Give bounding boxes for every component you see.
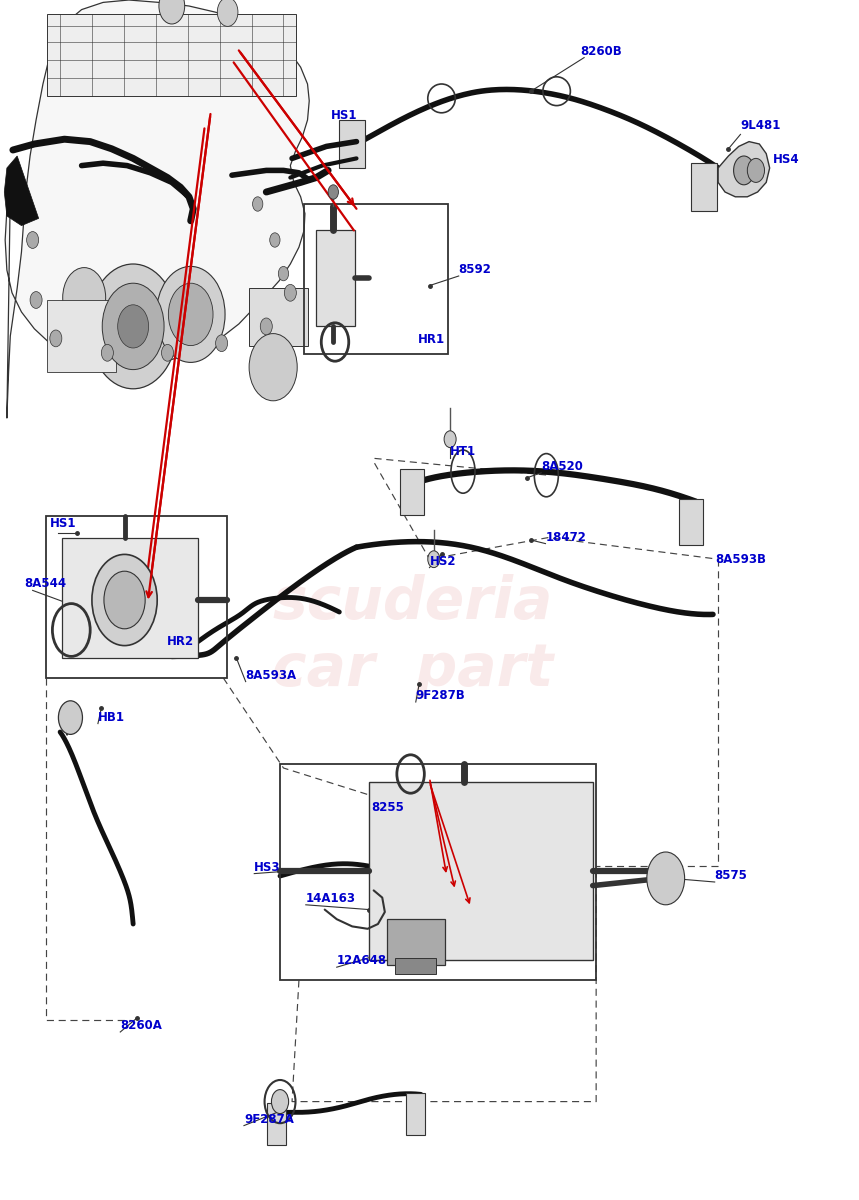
Circle shape bbox=[30, 292, 42, 308]
Circle shape bbox=[270, 233, 280, 247]
Text: HS2: HS2 bbox=[430, 554, 456, 568]
Bar bbox=[47, 300, 116, 372]
Bar bbox=[369, 782, 593, 960]
Text: 9F287B: 9F287B bbox=[416, 689, 466, 702]
Bar bbox=[316, 230, 355, 326]
Circle shape bbox=[253, 197, 263, 211]
Circle shape bbox=[88, 264, 178, 389]
Circle shape bbox=[168, 283, 213, 346]
Circle shape bbox=[284, 284, 296, 301]
Circle shape bbox=[747, 158, 765, 182]
Bar bbox=[47, 14, 296, 96]
Bar bbox=[387, 919, 445, 965]
Circle shape bbox=[104, 571, 145, 629]
Polygon shape bbox=[4, 156, 39, 226]
Text: 8A593A: 8A593A bbox=[246, 668, 297, 682]
Text: HT1: HT1 bbox=[450, 445, 476, 458]
Circle shape bbox=[734, 156, 754, 185]
Circle shape bbox=[328, 185, 338, 199]
Circle shape bbox=[63, 268, 106, 328]
Text: 12A648: 12A648 bbox=[337, 954, 387, 967]
Circle shape bbox=[101, 344, 113, 361]
Bar bbox=[46, 516, 227, 678]
Text: HS4: HS4 bbox=[773, 152, 800, 166]
Text: 8A520: 8A520 bbox=[541, 460, 583, 473]
Circle shape bbox=[92, 554, 157, 646]
Bar bbox=[400, 469, 424, 515]
Bar bbox=[267, 1104, 286, 1145]
Text: 14A163: 14A163 bbox=[306, 892, 356, 905]
Bar bbox=[249, 288, 308, 346]
Circle shape bbox=[271, 1090, 289, 1114]
Text: HR2: HR2 bbox=[167, 635, 194, 648]
Bar bbox=[395, 958, 436, 974]
Circle shape bbox=[161, 344, 174, 361]
Bar bbox=[339, 120, 365, 168]
Circle shape bbox=[260, 318, 272, 335]
Text: 9F287A: 9F287A bbox=[244, 1112, 294, 1126]
Text: 8A544: 8A544 bbox=[24, 577, 66, 590]
Circle shape bbox=[27, 232, 39, 248]
Text: 9L481: 9L481 bbox=[740, 119, 781, 132]
Circle shape bbox=[118, 305, 149, 348]
Bar bbox=[62, 538, 198, 658]
Text: HS1: HS1 bbox=[331, 109, 357, 122]
Circle shape bbox=[58, 701, 82, 734]
Text: 8A593B: 8A593B bbox=[716, 553, 766, 566]
Polygon shape bbox=[718, 142, 770, 197]
Text: HS3: HS3 bbox=[254, 860, 281, 874]
Circle shape bbox=[102, 283, 164, 370]
Circle shape bbox=[216, 335, 228, 352]
Text: 8592: 8592 bbox=[459, 263, 491, 276]
Circle shape bbox=[159, 0, 185, 24]
Circle shape bbox=[50, 330, 62, 347]
Text: HR1: HR1 bbox=[418, 332, 446, 346]
Text: 8260A: 8260A bbox=[120, 1019, 162, 1032]
Circle shape bbox=[647, 852, 685, 905]
Bar bbox=[691, 163, 717, 211]
Bar bbox=[280, 764, 596, 980]
Text: scuderia
car  part: scuderia car part bbox=[271, 575, 553, 697]
Circle shape bbox=[217, 0, 238, 26]
Circle shape bbox=[249, 334, 297, 401]
Circle shape bbox=[428, 551, 440, 568]
Bar bbox=[679, 499, 703, 545]
Text: HS1: HS1 bbox=[50, 517, 76, 530]
Circle shape bbox=[278, 266, 289, 281]
Text: 8575: 8575 bbox=[715, 869, 747, 882]
Text: 18472: 18472 bbox=[545, 530, 587, 544]
Text: 8260B: 8260B bbox=[580, 44, 622, 58]
Circle shape bbox=[444, 431, 456, 448]
Bar bbox=[304, 204, 448, 354]
Bar bbox=[406, 1092, 425, 1135]
Text: HB1: HB1 bbox=[98, 710, 125, 724]
Text: 8255: 8255 bbox=[371, 800, 404, 814]
Polygon shape bbox=[5, 0, 309, 418]
Circle shape bbox=[156, 266, 225, 362]
